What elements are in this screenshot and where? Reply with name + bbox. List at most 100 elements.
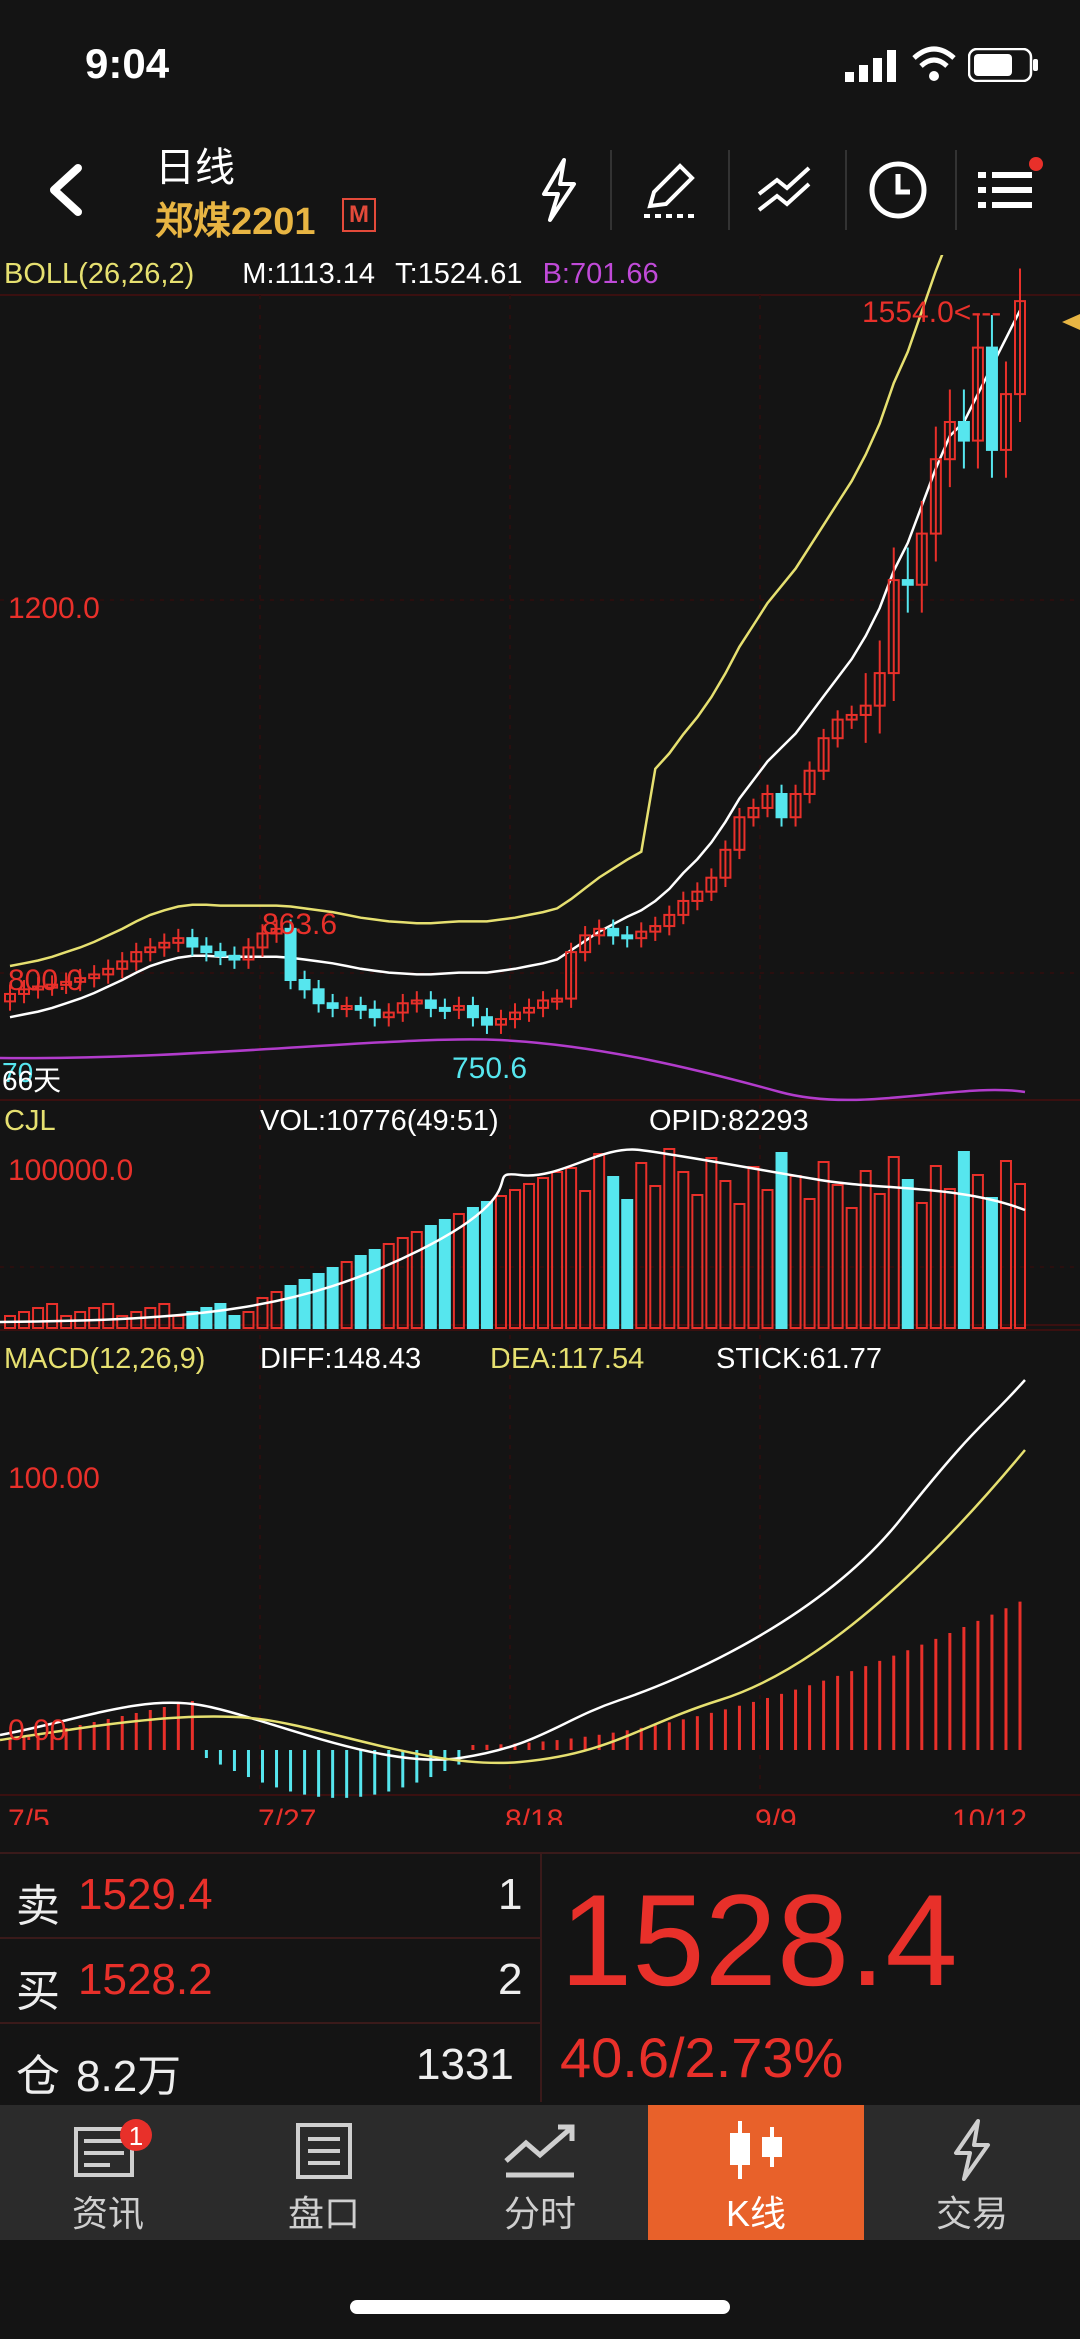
candle-body	[186, 937, 199, 948]
candle-body	[60, 980, 73, 986]
candle-body	[480, 1016, 493, 1026]
candle-body	[663, 913, 676, 928]
kline-chart[interactable]: 1200.0 800.0 70 66天 1554.0<--- 863.6 750…	[0, 255, 1080, 1825]
volume-axis-label: 100000.0	[8, 1154, 133, 1187]
signal-icon	[845, 50, 901, 87]
volume-bar	[228, 1315, 241, 1329]
cjl-name: CJL	[4, 1105, 56, 1137]
volume-bar	[410, 1231, 423, 1329]
candle-body	[410, 999, 423, 1005]
volume-bar	[733, 1203, 746, 1329]
candle-body	[579, 934, 592, 954]
candle-body	[242, 946, 255, 961]
candle-body	[537, 999, 550, 1009]
candle-body	[214, 951, 227, 957]
volume-bar	[326, 1267, 339, 1329]
main-contract-badge: M	[342, 198, 376, 232]
volume-bar	[102, 1303, 115, 1329]
volume-bar	[999, 1160, 1012, 1329]
axis-label-1200: 1200.0	[8, 592, 100, 625]
candle-body	[382, 1011, 395, 1019]
volume-bar	[579, 1190, 592, 1329]
sell-label: 卖	[16, 1882, 60, 1931]
volume-bar	[607, 1176, 620, 1329]
candle-body	[551, 997, 564, 1003]
sell-price[interactable]: 1529.4	[78, 1870, 213, 1919]
boll-mid-line	[9, 309, 1022, 1019]
volume-bar	[340, 1261, 353, 1329]
candle-body	[775, 793, 788, 819]
position-qty: 1331	[416, 2040, 514, 2089]
candlesticks	[4, 268, 1080, 1034]
candle-body	[228, 954, 241, 961]
dea-line	[0, 1449, 1026, 1765]
quote-row-divider	[0, 1937, 540, 1939]
volume-bar	[691, 1194, 704, 1329]
volume-bar	[172, 1315, 185, 1329]
candle-body	[943, 421, 956, 461]
candle-body	[971, 346, 984, 442]
candle-body	[158, 941, 171, 949]
volume-bar	[957, 1151, 970, 1329]
volume-bar	[368, 1249, 381, 1329]
candle-body	[284, 927, 297, 981]
trade-lightning-icon	[954, 2119, 990, 2181]
tab-news[interactable]: 1 资讯	[0, 2105, 216, 2240]
diff-line	[0, 1379, 1026, 1761]
volume-bar	[298, 1279, 311, 1329]
candle-body	[873, 672, 886, 707]
period-button[interactable]	[858, 150, 938, 230]
volume-bar	[719, 1180, 732, 1329]
price-change: 40.6/2.73%	[560, 2026, 844, 2089]
volume-bar	[775, 1152, 788, 1329]
annotation-750: 750.6	[452, 1052, 527, 1085]
high-marker	[1062, 314, 1080, 330]
candle-body	[130, 951, 143, 963]
boll-name: BOLL(26,26,2)	[4, 258, 195, 290]
volume-ma-line	[0, 1148, 1026, 1324]
volume-bar	[88, 1307, 101, 1329]
candle-body	[466, 1005, 479, 1019]
quote-divider	[540, 1852, 542, 2102]
tab-kline[interactable]: K线	[648, 2105, 864, 2240]
candle-body	[691, 890, 704, 902]
candle-body	[452, 1005, 465, 1011]
volume-bar	[186, 1311, 199, 1329]
tab-label: 盘口	[287, 2193, 360, 2234]
flash-button[interactable]	[518, 150, 598, 230]
candle-body	[915, 532, 928, 586]
volume-bar	[565, 1167, 578, 1329]
volume-bar	[649, 1185, 662, 1329]
news-badge: 1	[129, 2121, 143, 2151]
back-button[interactable]	[30, 150, 100, 230]
volume-bar	[1014, 1183, 1026, 1329]
volume-bar	[537, 1177, 550, 1329]
volume-bar	[494, 1195, 507, 1329]
tab-trade[interactable]: 交易	[864, 2105, 1080, 2240]
volume-bar	[985, 1197, 998, 1329]
tab-label: 交易	[935, 2193, 1008, 2234]
tab-timeshare[interactable]: 分时	[432, 2105, 648, 2240]
candle-body	[18, 988, 31, 995]
menu-button[interactable]	[968, 150, 1048, 230]
macd-bars	[0, 1379, 1026, 1798]
cjl-opid: OPID:82293	[649, 1105, 809, 1137]
candlestick-icon	[730, 2121, 782, 2179]
date-label: 7/5	[8, 1804, 50, 1825]
candle-body	[677, 899, 690, 916]
buy-price[interactable]: 1528.2	[78, 1955, 213, 2004]
volume-bar	[761, 1189, 774, 1329]
volume-bar	[438, 1219, 451, 1329]
candle-body	[719, 848, 732, 879]
volume-bar	[915, 1202, 928, 1329]
candle-body	[957, 421, 970, 442]
candle-body	[116, 960, 129, 970]
volume-bar	[971, 1174, 984, 1329]
draw-button[interactable]	[630, 150, 710, 230]
tab-orderbook[interactable]: 盘口	[216, 2105, 432, 2240]
indicator-button[interactable]	[745, 150, 825, 230]
chart-grid	[0, 294, 1080, 1796]
macd-axis-100: 100.00	[8, 1462, 100, 1495]
candle-body	[144, 946, 157, 954]
candle-body	[172, 937, 185, 944]
